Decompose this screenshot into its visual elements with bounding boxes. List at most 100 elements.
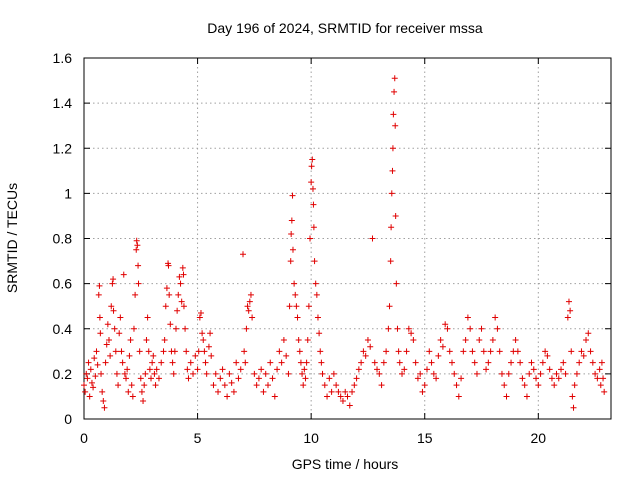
data-point: [97, 330, 104, 337]
data-point: [253, 382, 260, 389]
data-point: [295, 337, 302, 344]
data-point: [208, 352, 215, 359]
data-point: [196, 314, 203, 321]
data-point: [310, 224, 317, 231]
data-point: [385, 325, 392, 332]
data-point: [115, 382, 122, 389]
data-point: [178, 298, 185, 305]
data-point: [601, 388, 608, 395]
data-point: [391, 88, 398, 95]
data-point: [176, 273, 183, 280]
data-point: [104, 321, 111, 328]
data-point: [421, 382, 428, 389]
data-point: [469, 348, 476, 355]
data-point: [337, 393, 344, 400]
data-point: [203, 370, 210, 377]
data-point: [392, 212, 399, 219]
data-point: [573, 370, 580, 377]
data-point: [378, 382, 385, 389]
data-point: [576, 359, 583, 366]
data-point: [517, 359, 524, 366]
data-point: [287, 258, 294, 265]
data-point: [537, 370, 544, 377]
data-point: [158, 359, 165, 366]
data-point: [133, 237, 140, 244]
y-tick-label: 1.6: [53, 50, 73, 66]
data-point: [132, 291, 139, 298]
data-point: [410, 337, 417, 344]
data-point: [376, 370, 383, 377]
data-point: [583, 337, 590, 344]
y-tick-label: 0.8: [53, 231, 73, 247]
data-point: [271, 393, 278, 400]
data-point: [244, 303, 251, 310]
data-point: [389, 145, 396, 152]
data-point: [262, 370, 269, 377]
data-point: [326, 375, 333, 382]
data-point: [160, 348, 167, 355]
data-point: [396, 359, 403, 366]
data-point: [544, 352, 551, 359]
data-point: [151, 370, 158, 377]
data-point: [508, 359, 515, 366]
data-point: [367, 343, 374, 350]
data-point: [487, 348, 494, 355]
data-point: [460, 348, 467, 355]
y-tick-label: 1: [64, 185, 72, 201]
data-point: [130, 325, 137, 332]
y-tick-label: 1.4: [53, 95, 73, 111]
data-point: [446, 348, 453, 355]
data-point: [182, 325, 189, 332]
data-point: [113, 370, 120, 377]
data-point: [280, 337, 287, 344]
data-point: [143, 337, 150, 344]
data-point: [230, 388, 237, 395]
data-point: [283, 352, 290, 359]
data-point: [592, 370, 599, 377]
data-point: [127, 337, 134, 344]
data-point: [578, 348, 585, 355]
data-point: [136, 348, 143, 355]
data-point: [548, 375, 555, 382]
x-tick-label: 0: [80, 430, 88, 446]
data-point: [180, 271, 187, 278]
data-point: [528, 359, 535, 366]
data-point: [467, 325, 474, 332]
data-point: [172, 325, 179, 332]
data-point: [235, 375, 242, 382]
data-point: [317, 348, 324, 355]
data-point: [542, 348, 549, 355]
data-point: [135, 262, 142, 269]
data-point: [96, 282, 103, 289]
data-point: [530, 366, 537, 373]
data-point: [476, 337, 483, 344]
y-tick-label: 0: [64, 411, 72, 427]
data-point: [278, 359, 285, 366]
data-point: [166, 291, 173, 298]
data-point: [105, 337, 112, 344]
data-point: [417, 370, 424, 377]
data-point: [212, 370, 219, 377]
data-point: [316, 330, 323, 337]
data-point: [390, 111, 397, 118]
data-point: [291, 280, 298, 287]
data-point: [339, 397, 346, 404]
data-point: [88, 379, 95, 386]
data-point: [453, 382, 460, 389]
data-point: [405, 325, 412, 332]
data-point: [362, 352, 369, 359]
data-point: [344, 393, 351, 400]
data-point: [305, 303, 312, 310]
data-point: [137, 375, 144, 382]
data-point: [177, 280, 184, 287]
data-point: [585, 330, 592, 337]
data-point: [249, 314, 256, 321]
data-point: [494, 325, 501, 332]
data-point: [387, 258, 394, 265]
data-point: [129, 393, 136, 400]
data-point: [215, 388, 222, 395]
data-point: [526, 370, 533, 377]
data-point: [187, 359, 194, 366]
data-point: [444, 325, 451, 332]
